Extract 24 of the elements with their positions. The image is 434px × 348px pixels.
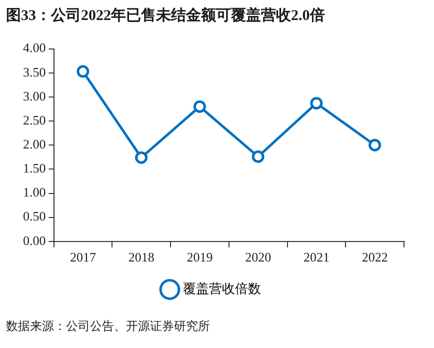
y-tick-label: 1.50 xyxy=(23,160,46,176)
y-tick-label: 0.00 xyxy=(23,232,46,248)
point xyxy=(193,100,206,113)
source-note: 数据来源：公司公告、开源证券研究所 xyxy=(6,318,210,335)
x-tick-label: 2017 xyxy=(70,250,96,265)
y-tick-label: 0.50 xyxy=(23,208,46,224)
x-tick-label: 2018 xyxy=(128,250,154,265)
y-tick-label: 2.50 xyxy=(23,112,46,128)
x-tick-label: 2020 xyxy=(245,250,272,265)
point xyxy=(368,138,382,152)
y-tick-label: 3.50 xyxy=(23,64,46,80)
point xyxy=(76,65,90,78)
point xyxy=(252,150,264,163)
x-tick-label: 2022 xyxy=(362,250,388,265)
x-tick-label: 2019 xyxy=(186,250,213,265)
point xyxy=(135,151,148,164)
y-tick-label: 1.00 xyxy=(23,184,46,200)
chart-title: 图33：公司2022年已售未结金额可覆盖营收2.0倍 xyxy=(6,6,325,25)
legend-label: 覆盖营收倍数 xyxy=(182,280,261,296)
y-tick-label: 2.00 xyxy=(23,136,46,152)
y-tick-label: 3.00 xyxy=(23,88,46,104)
x-tick-label: 2021 xyxy=(303,250,330,265)
y-tick-label: 4.00 xyxy=(23,40,46,56)
point xyxy=(310,96,323,110)
